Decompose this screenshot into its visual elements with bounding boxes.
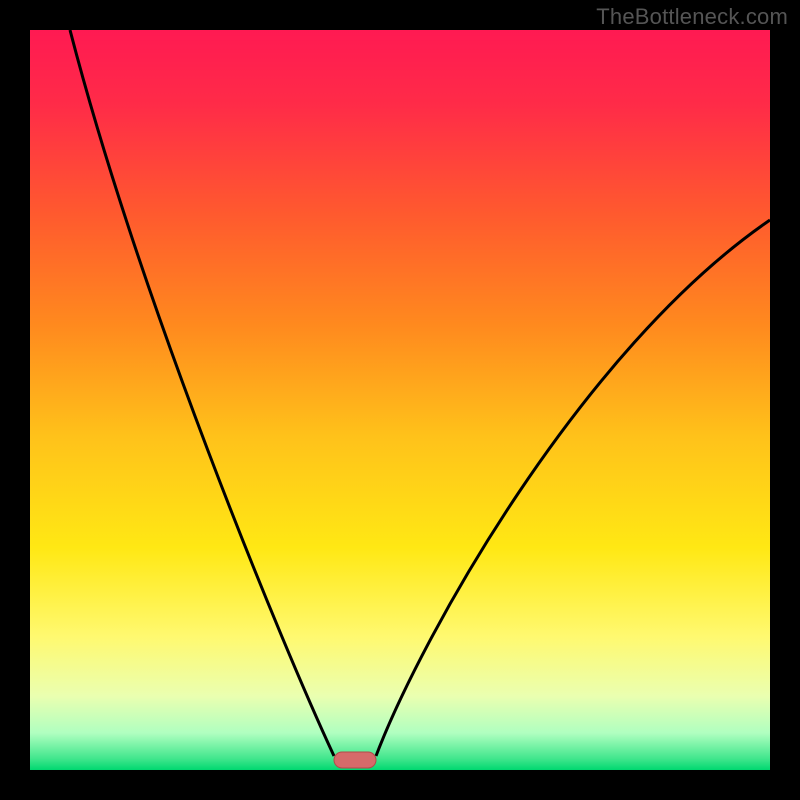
plot-area-gradient [30,30,770,770]
bottleneck-chart [0,0,800,800]
watermark-text: TheBottleneck.com [596,4,788,30]
optimal-marker [334,752,376,768]
chart-container: TheBottleneck.com [0,0,800,800]
